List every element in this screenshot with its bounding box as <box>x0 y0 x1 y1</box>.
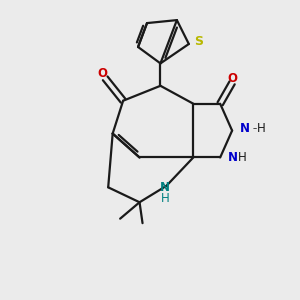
Text: N: N <box>160 181 170 194</box>
Text: H: H <box>257 122 266 135</box>
Text: O: O <box>98 67 108 80</box>
Text: H: H <box>238 151 247 164</box>
Text: S: S <box>194 34 203 47</box>
Text: H: H <box>160 192 169 205</box>
Text: O: O <box>228 72 238 85</box>
Text: –: – <box>252 124 256 133</box>
Text: N: N <box>240 122 250 135</box>
Text: N: N <box>228 151 238 164</box>
